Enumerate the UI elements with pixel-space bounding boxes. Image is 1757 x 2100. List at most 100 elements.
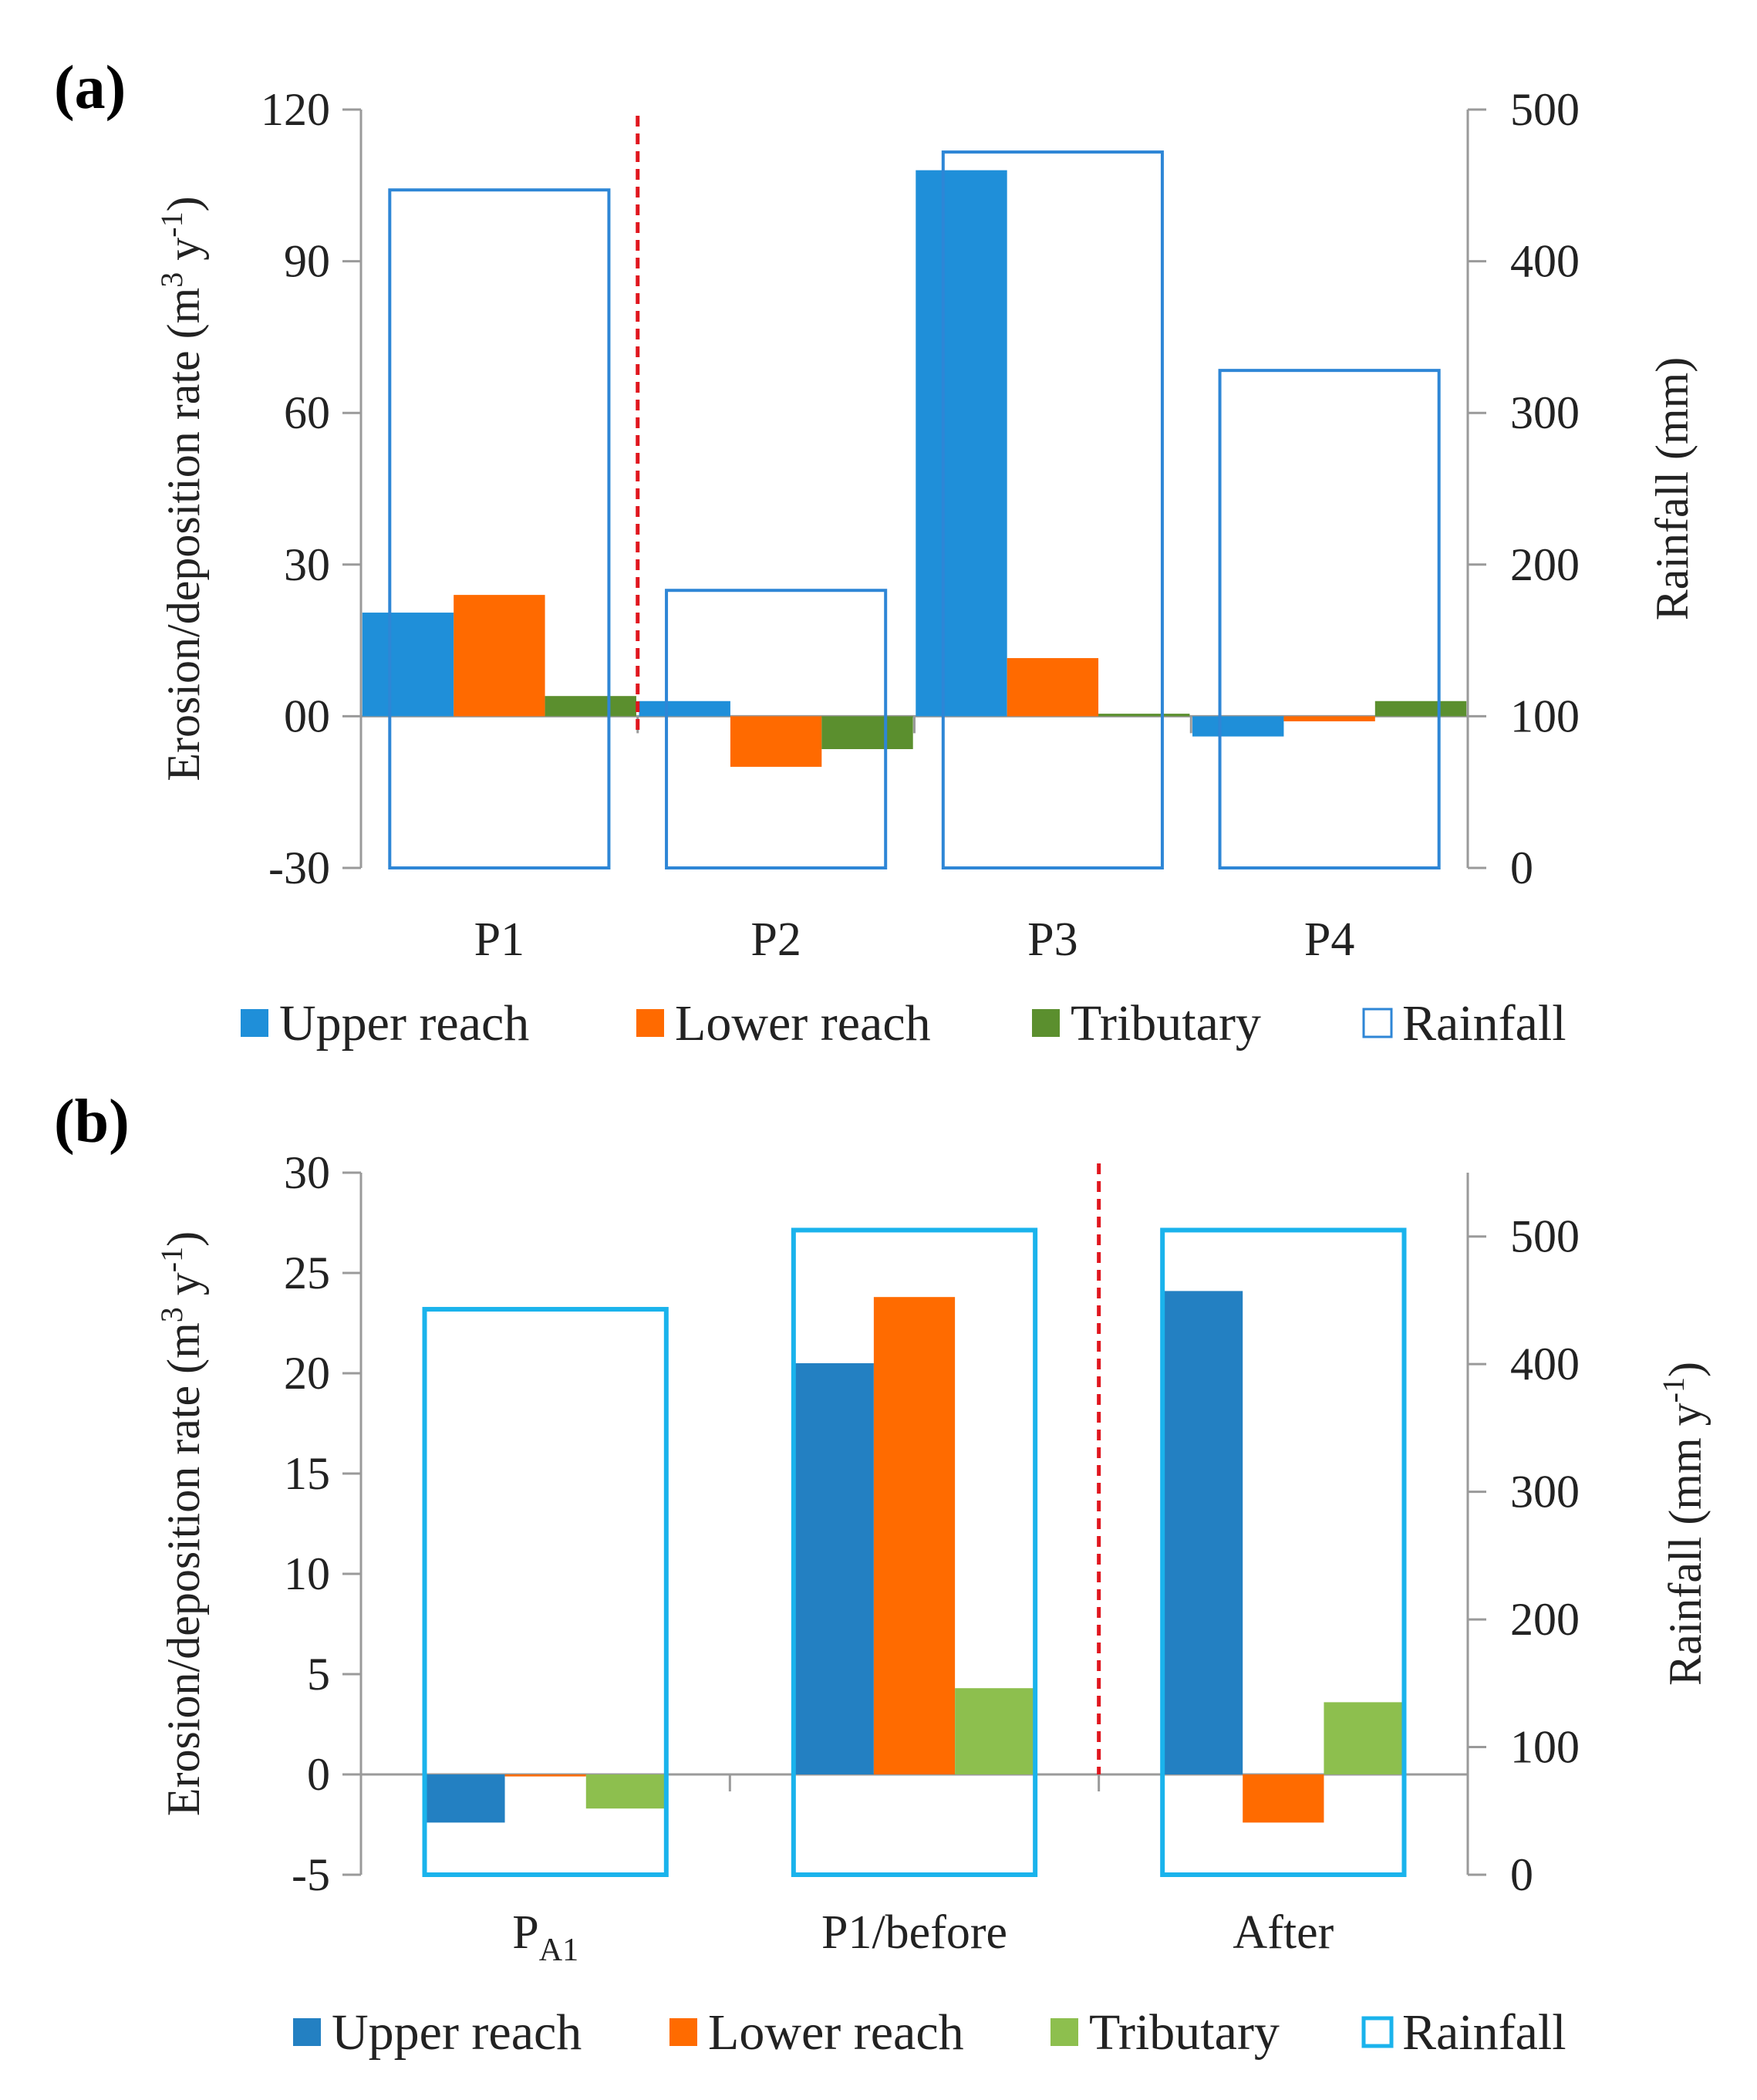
bar-lower-reach bbox=[1007, 658, 1099, 717]
bar-lower-reach bbox=[730, 716, 822, 767]
legend-swatch bbox=[1050, 2018, 1078, 2046]
right-tick-label: 100 bbox=[1510, 690, 1580, 741]
right-tick-label: 400 bbox=[1510, 1339, 1580, 1389]
left-axis-title-text: y bbox=[158, 1272, 209, 1307]
right-tick-label: 200 bbox=[1510, 539, 1580, 590]
legend-swatch bbox=[636, 1009, 664, 1037]
right-axis-title: Rainfall (mm y-1) bbox=[1656, 1362, 1711, 1686]
left-tick-label: 120 bbox=[261, 84, 330, 135]
legend-swatch bbox=[293, 2018, 321, 2046]
bar-tributary bbox=[585, 1774, 668, 1809]
right-axis-title-text: ) bbox=[1660, 1362, 1711, 1377]
category-label: P2 bbox=[750, 913, 801, 966]
legend-swatch bbox=[241, 1009, 268, 1037]
left-tick-label: 30 bbox=[284, 1147, 330, 1198]
right-axis-title-text: Rainfall (mm bbox=[1647, 373, 1698, 621]
right-axis-title: Rainfall (mm) bbox=[1647, 357, 1698, 621]
right-tick-label: 0 bbox=[1510, 842, 1533, 893]
left-axis-title-text: Erosion/deposition rate (m bbox=[158, 288, 209, 782]
left-axis-title-sup: 3 bbox=[154, 1307, 189, 1322]
bar-lower-reach bbox=[454, 595, 545, 717]
bar-tributary bbox=[955, 1688, 1037, 1774]
bar-tributary bbox=[1324, 1702, 1405, 1774]
left-tick-label: 30 bbox=[284, 539, 330, 590]
right-tick-label: 400 bbox=[1510, 236, 1580, 287]
bar-upper-reach bbox=[1192, 716, 1284, 737]
left-tick-label: 10 bbox=[284, 1548, 330, 1599]
bar-upper-reach bbox=[916, 170, 1007, 717]
right-tick-label: 0 bbox=[1510, 1849, 1533, 1900]
left-tick-label: 25 bbox=[284, 1248, 330, 1298]
left-tick-label: 00 bbox=[284, 690, 330, 741]
left-axis-title-text: Erosion/deposition rate (m bbox=[158, 1322, 209, 1816]
right-tick-label: 300 bbox=[1510, 1467, 1580, 1518]
legend-label: Tributary bbox=[1071, 995, 1261, 1052]
category-label: P1 bbox=[474, 913, 524, 966]
left-axis-title-sup: 3 bbox=[154, 272, 189, 288]
left-tick-label: -30 bbox=[268, 842, 330, 893]
legend-swatch bbox=[1362, 1008, 1393, 1038]
left-tick-label: 20 bbox=[284, 1348, 330, 1399]
legend-swatch bbox=[1032, 1009, 1060, 1037]
bar-lower-reach bbox=[1243, 1774, 1324, 1823]
left-axis-title-text: y bbox=[158, 238, 209, 272]
right-tick-label: 500 bbox=[1510, 1211, 1580, 1262]
legend-label: Rainfall bbox=[1402, 995, 1566, 1052]
panel-label: (b) bbox=[54, 1088, 130, 1156]
bar-upper-reach bbox=[423, 1774, 505, 1823]
bar-tributary bbox=[821, 716, 913, 749]
category-label: P3 bbox=[1027, 913, 1077, 966]
bar-upper-reach bbox=[1161, 1291, 1243, 1774]
left-axis-title: Erosion/deposition rate (m3 y-1) bbox=[154, 1231, 209, 1816]
bar-rainfall bbox=[422, 1307, 669, 1877]
bar-lower-reach bbox=[1283, 716, 1375, 721]
bar-rainfall bbox=[665, 589, 888, 869]
category-label: After bbox=[1233, 1906, 1334, 1959]
legend-label: Upper reach bbox=[332, 2004, 582, 2061]
bar-tributary bbox=[1098, 714, 1190, 717]
bar-tributary bbox=[1374, 701, 1467, 717]
bar-rainfall bbox=[941, 150, 1164, 870]
left-tick-label: 15 bbox=[284, 1448, 330, 1499]
bar-lower-reach bbox=[873, 1297, 956, 1774]
legend-label: Tributary bbox=[1089, 2004, 1280, 2061]
legend-label: Lower reach bbox=[708, 2004, 964, 2061]
category-label: P4 bbox=[1304, 913, 1354, 966]
chart-panel-a: (a) -30 00 30 60 90 120 0 100 200 300 400 500 P1 P2 P3 P… bbox=[54, 54, 1698, 1052]
right-axis-title-text: Rainfall (mm y bbox=[1660, 1403, 1711, 1686]
left-axis-title-sup: -1 bbox=[154, 1247, 189, 1272]
right-axis-title-sup: -1 bbox=[1656, 1377, 1691, 1403]
bar-upper-reach bbox=[362, 613, 454, 717]
bar-rainfall bbox=[791, 1227, 1038, 1878]
left-axis-title: Erosion/deposition rate (m3 y-1) bbox=[154, 196, 209, 781]
left-tick-label: 0 bbox=[307, 1749, 330, 1800]
right-tick-label: 500 bbox=[1510, 84, 1580, 135]
bar-rainfall bbox=[1160, 1227, 1407, 1878]
legend-label: Lower reach bbox=[675, 995, 931, 1052]
left-axis-title-text: ) bbox=[158, 1231, 209, 1247]
bar-upper-reach bbox=[792, 1363, 874, 1774]
legend-label: Rainfall bbox=[1402, 2004, 1566, 2061]
legend-swatch bbox=[669, 2018, 697, 2046]
panel-label: (a) bbox=[54, 54, 126, 122]
left-axis-title-text: ) bbox=[158, 196, 209, 211]
bar-rainfall bbox=[1218, 369, 1441, 870]
category-label: P1/before bbox=[821, 1906, 1007, 1959]
left-tick-label: 5 bbox=[307, 1649, 330, 1700]
left-tick-label: -5 bbox=[292, 1849, 330, 1900]
left-tick-label: 60 bbox=[284, 387, 330, 438]
bar-upper-reach bbox=[639, 701, 730, 717]
right-tick-label: 300 bbox=[1510, 387, 1580, 438]
right-tick-label: 100 bbox=[1510, 1722, 1580, 1773]
legend-label: Upper reach bbox=[279, 995, 529, 1052]
category-label: PA1 bbox=[512, 1906, 578, 1968]
bar-tributary bbox=[545, 696, 636, 717]
legend-swatch bbox=[1361, 2016, 1394, 2048]
right-axis-title-text: ) bbox=[1647, 357, 1698, 373]
bar-lower-reach bbox=[504, 1774, 586, 1777]
left-axis-title-sup: -1 bbox=[154, 211, 189, 237]
bar-rainfall bbox=[388, 188, 611, 869]
category-subscript: A1 bbox=[539, 1933, 578, 1968]
